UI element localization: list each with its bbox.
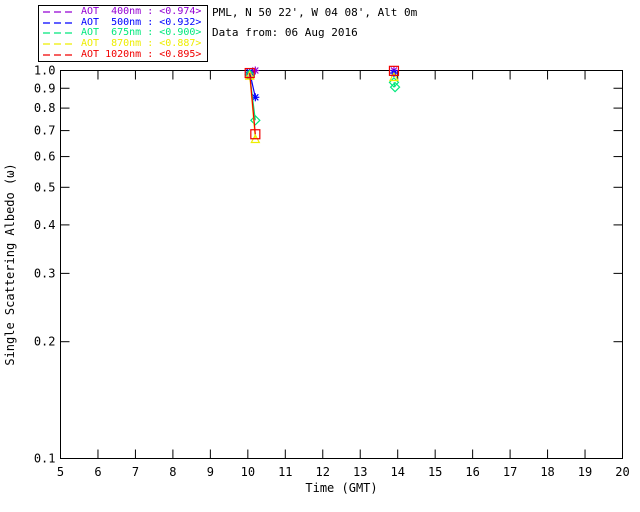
x-tick-label: 6: [94, 465, 101, 479]
series-segment: [249, 72, 256, 135]
x-tick-label: 18: [540, 465, 554, 479]
y-tick-label: 0.7: [34, 124, 56, 138]
x-tick-label: 8: [169, 465, 176, 479]
series-segment: [249, 72, 256, 98]
x-tick-label: 7: [132, 465, 139, 479]
legend-label: AOT 1020nm : <0.895>: [81, 48, 202, 60]
y-tick-label: 0.3: [34, 266, 56, 280]
diamond-marker: [389, 81, 401, 93]
legend-dash-sample: [43, 32, 75, 35]
x-tick-label: 12: [316, 465, 330, 479]
square-marker: [388, 65, 400, 76]
legend-box: AOT 400nm : <0.974> AOT 500nm : <0.932> AO…: [38, 5, 208, 62]
y-tick-label: 0.1: [34, 452, 56, 466]
x-tick-label: 20: [615, 465, 629, 479]
legend-label: AOT 400nm : <0.974>: [81, 6, 202, 18]
square-marker: [250, 129, 261, 140]
triangle-marker: [388, 71, 399, 82]
y-tick-label: 0.9: [34, 81, 56, 95]
legend-item-aot-400nm: AOT 400nm : <0.974>: [39, 7, 207, 17]
plot-frame: [60, 70, 623, 459]
legend-label: AOT 870nm : <0.887>: [81, 38, 202, 50]
x-axis-label: Time (GMT): [305, 481, 377, 495]
legend-dash-sample: [43, 11, 75, 13]
x-tick-label: 5: [57, 465, 64, 479]
square-marker: [244, 67, 255, 79]
x-tick-label: 19: [578, 465, 592, 479]
legend-item-aot-675nm: AOT 675nm : <0.900>: [39, 28, 207, 38]
x-tick-label: 14: [390, 465, 404, 479]
y-tick-label: 0.6: [34, 150, 56, 164]
diamond-marker: [249, 114, 261, 126]
x-tick-label: 11: [278, 465, 292, 479]
y-axis-label: Single Scattering Albedo (ω): [3, 163, 17, 365]
x-tick-label: 17: [503, 465, 517, 479]
y-tick-label: 1.0: [34, 64, 56, 78]
y-tick-label: 0.2: [34, 335, 56, 349]
y-tick-label: 0.5: [34, 180, 56, 194]
x-tick-label: 16: [465, 465, 479, 479]
x-tick-label: 9: [207, 465, 214, 479]
x-tick-label: 13: [353, 465, 367, 479]
legend-label: AOT 500nm : <0.932>: [81, 16, 202, 28]
legend-item-aot-870nm: AOT 870nm : <0.887>: [39, 39, 207, 49]
legend-dash-sample: [43, 43, 75, 45]
date-label: Data from: 06 Aug 2016: [212, 26, 358, 39]
y-tick-label: 0.4: [34, 218, 56, 232]
legend-label: AOT 675nm : <0.900>: [81, 27, 202, 39]
site-title: PML, N 50 22', W 04 08', Alt 0m: [212, 6, 418, 19]
x-tick-label: 10: [241, 465, 255, 479]
legend-item-aot-1020nm: AOT 1020nm : <0.895>: [39, 48, 207, 60]
legend-dash-sample: [43, 54, 75, 56]
legend-dash-sample: [43, 22, 75, 24]
x-tick-label: 15: [428, 465, 442, 479]
legend-item-aot-500nm: AOT 500nm : <0.932>: [39, 16, 207, 28]
y-tick-label: 0.8: [34, 101, 56, 115]
